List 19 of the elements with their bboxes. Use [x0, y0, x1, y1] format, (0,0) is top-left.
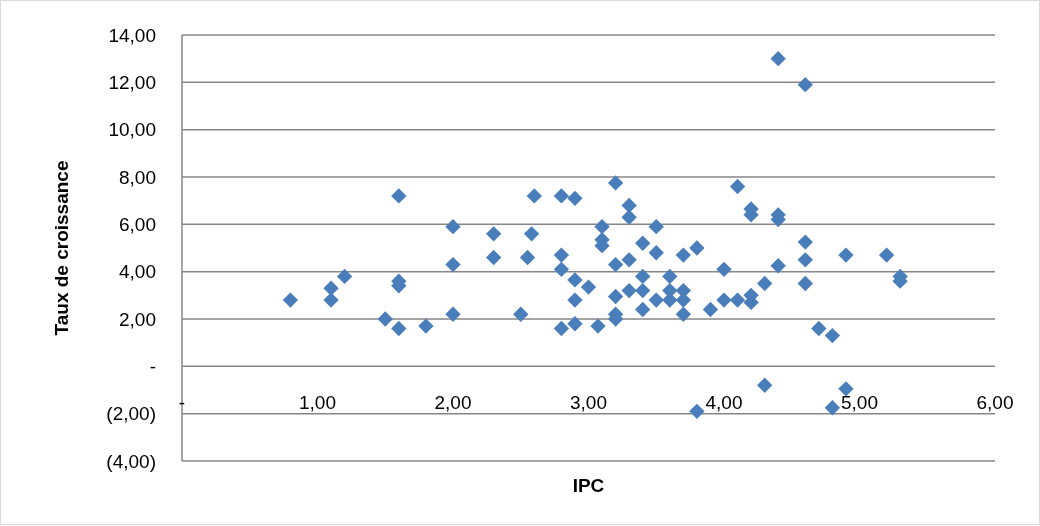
y-tick-label: 10,00	[108, 119, 156, 141]
x-tick-label: 4,00	[705, 392, 743, 414]
y-tick-label: (2,00)	[106, 403, 156, 425]
y-axis-title: Taux de croissance	[51, 160, 72, 336]
y-tick-label: 2,00	[119, 308, 156, 330]
y-tick-label: (4,00)	[106, 450, 156, 472]
x-tick-label: -	[178, 392, 186, 414]
y-tick-label: 14,00	[108, 24, 156, 46]
x-tick-label: 1,00	[299, 392, 336, 414]
x-axis-title: IPC	[572, 475, 605, 496]
y-tick-label: 8,00	[119, 166, 156, 188]
y-tick-label: 12,00	[108, 71, 156, 93]
x-tick-label: 6,00	[976, 392, 1014, 414]
x-tick-label: 2,00	[434, 392, 472, 414]
y-tick-label: -	[149, 355, 156, 377]
y-tick-label: 6,00	[119, 213, 156, 235]
y-tick-label: 4,00	[119, 261, 156, 283]
x-tick-label: 5,00	[841, 392, 878, 414]
x-tick-label: 3,00	[570, 392, 607, 414]
